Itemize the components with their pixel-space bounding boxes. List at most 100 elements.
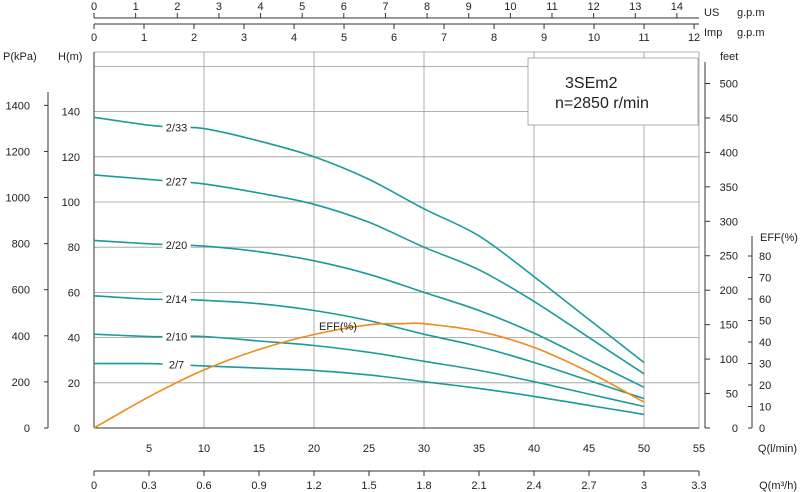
imp-tick-label: 2 [191, 32, 197, 44]
label-layer: 2/33 2/27 2/20 2/14 2/10 2/7 EFF(%) [162, 119, 357, 372]
feet-tick-label: 350 [720, 182, 738, 194]
q-tick-label: 45 [583, 443, 595, 455]
feet-tick-label: 450 [720, 113, 738, 125]
us-tick-label: 9 [466, 1, 472, 13]
eff-tick-label: 20 [759, 380, 771, 392]
imp-axis-label: Imp [704, 27, 722, 39]
feet-tick-label: 100 [720, 354, 738, 366]
us-tick-label: 2 [174, 1, 180, 13]
imp-tick-label: 11 [638, 32, 649, 44]
us-tick-label: 4 [257, 1, 263, 13]
imp-tick-label: 8 [491, 32, 497, 44]
q-tick-label: 15 [253, 443, 265, 455]
m3h-tick-label: 1.5 [361, 480, 376, 492]
q-tick-label: 35 [473, 443, 485, 455]
h-tick-label: 0 [74, 423, 80, 435]
curve-label-2-14: 2/14 [166, 294, 187, 306]
imp-tick-label: 9 [541, 32, 547, 44]
eff-axis-label: EFF(%) [760, 232, 798, 244]
us-axis-label: US [704, 7, 719, 19]
curve-label-2-7: 2/7 [169, 360, 184, 372]
us-tick-label: 13 [629, 1, 641, 13]
q-tick-label: 50 [638, 443, 650, 455]
q-tick-label: 30 [418, 443, 430, 455]
axes: 020406080100120140H(m)020040060080010001… [3, 1, 798, 492]
m3h-tick-label: 1.2 [306, 480, 321, 492]
us-tick-label: 8 [424, 1, 430, 13]
m3h-tick-label: 3 [641, 480, 647, 492]
m3h-tick-label: 1.8 [416, 480, 431, 492]
feet-tick-label: 400 [720, 147, 738, 159]
feet-tick-label: 200 [720, 285, 738, 297]
p-tick-label: 1200 [6, 146, 30, 158]
h-axis-label: H(m) [58, 51, 82, 63]
curve-label-bg [162, 291, 191, 306]
us-unit-label: g.p.m [737, 7, 765, 19]
feet-tick-label: 0 [732, 423, 738, 435]
p-axis-label: P(kPa) [3, 51, 37, 63]
eff-tick-label: 70 [759, 273, 771, 285]
imp-tick-label: 5 [341, 32, 347, 44]
feet-tick-label: 500 [720, 78, 738, 90]
m3h-axis-label: Q(m³/h) [759, 480, 797, 492]
imp-tick-label: 4 [291, 32, 297, 44]
m3h-tick-label: 2.7 [581, 480, 596, 492]
h-tick-label: 40 [68, 333, 80, 345]
m3h-tick-label: 0.9 [251, 480, 266, 492]
imp-tick-label: 10 [588, 32, 600, 44]
imp-tick-label: 12 [688, 32, 700, 44]
p-tick-label: 800 [12, 239, 30, 251]
m3h-tick-label: 0.6 [196, 480, 211, 492]
p-tick-label: 600 [12, 285, 30, 297]
h-tick-label: 60 [68, 287, 80, 299]
eff-tick-label: 80 [759, 251, 771, 263]
curve-label-2-10: 2/10 [166, 331, 187, 343]
curve-label-bg [162, 173, 191, 188]
p-tick-label: 0 [24, 423, 30, 435]
m3h-tick-label: 2.4 [526, 480, 541, 492]
us-tick-label: 7 [382, 1, 388, 13]
us-tick-label: 3 [216, 1, 222, 13]
us-tick-label: 6 [341, 1, 347, 13]
q-tick-label: 10 [198, 443, 210, 455]
h-tick-label: 120 [62, 152, 80, 164]
curve-label-2-27: 2/27 [166, 177, 187, 189]
feet-tick-label: 300 [720, 216, 738, 228]
h-tick-label: 80 [68, 242, 80, 254]
eff-tick-label: 60 [759, 294, 771, 306]
q-tick-label: 20 [308, 443, 320, 455]
feet-tick-label: 50 [726, 389, 738, 401]
m3h-tick-label: 0.3 [141, 480, 156, 492]
chart-subtitle: n=2850 r/min [555, 95, 649, 112]
feet-axis-label: feet [720, 51, 738, 63]
curve-label-bg [162, 328, 191, 343]
imp-tick-label: 0 [91, 32, 97, 44]
h-tick-label: 20 [68, 378, 80, 390]
imp-tick-label: 1 [141, 32, 147, 44]
eff-tick-label: 40 [759, 337, 771, 349]
curve-label-bg [162, 119, 191, 134]
feet-tick-label: 150 [720, 320, 738, 332]
us-tick-label: 12 [587, 1, 599, 13]
m3h-tick-label: 0 [91, 480, 97, 492]
eff-tick-label: 0 [759, 423, 765, 435]
us-tick-label: 1 [133, 1, 139, 13]
us-tick-label: 5 [299, 1, 305, 13]
h-tick-label: 140 [62, 107, 80, 119]
h-tick-label: 100 [62, 197, 80, 209]
chart-title: 3SEm2 [565, 75, 618, 92]
q-tick-label: 55 [693, 443, 705, 455]
eff-tick-label: 50 [759, 316, 771, 328]
us-tick-label: 0 [91, 1, 97, 13]
feet-tick-label: 250 [720, 251, 738, 263]
us-tick-label: 11 [546, 1, 557, 13]
p-tick-label: 200 [12, 377, 30, 389]
q-tick-label: 25 [363, 443, 375, 455]
q-tick-label: 40 [528, 443, 540, 455]
p-tick-label: 1400 [6, 100, 30, 112]
imp-unit-label: g.p.m [737, 27, 765, 39]
curve-label-2-33: 2/33 [166, 122, 187, 134]
q-tick-label: 5 [146, 443, 152, 455]
eff-tick-label: 30 [759, 359, 771, 371]
